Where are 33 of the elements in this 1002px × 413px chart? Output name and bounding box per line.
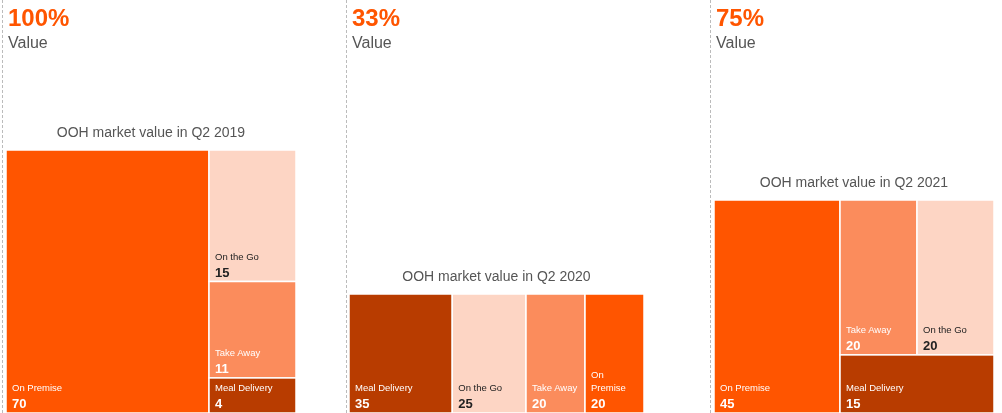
- text: OOH market value in Q2 2021: [758, 174, 950, 190]
- data-label: 15: [846, 396, 861, 411]
- category-label: On Premise: [591, 369, 626, 393]
- text: Value: [716, 34, 756, 52]
- text: Value: [8, 34, 48, 52]
- data-label: 11: [215, 360, 229, 376]
- category-label: Meal Delivery: [846, 382, 904, 393]
- category-label: On Premise: [12, 382, 63, 393]
- category-label: Meal Delivery: [355, 382, 413, 393]
- data-label: 45: [720, 396, 735, 411]
- data-label: 15: [215, 264, 230, 280]
- data-label: 4: [215, 396, 223, 411]
- data-label: 70: [12, 396, 27, 411]
- category-label: Meal Delivery: [215, 382, 273, 393]
- data-label: 20: [591, 396, 606, 411]
- text: 100%: [8, 4, 70, 32]
- data-label: 20: [923, 337, 938, 353]
- data-label: 20: [532, 396, 547, 411]
- category-label: On the Go: [923, 323, 967, 335]
- category-label: Take Away: [846, 323, 892, 335]
- data-label: 25: [458, 396, 473, 411]
- category-label: Take Away: [215, 346, 261, 358]
- category-label: Take Away: [532, 382, 578, 393]
- text: OOH market value in Q2 2020: [401, 268, 592, 284]
- text: Value: [352, 34, 392, 52]
- text: 33%: [352, 4, 401, 32]
- data-label: 35: [355, 396, 370, 411]
- text: 75%: [716, 4, 765, 32]
- text: OOH market value in Q2 2019: [55, 124, 247, 140]
- category-label: On the Go: [215, 250, 259, 262]
- category-label: On the Go: [458, 382, 503, 393]
- data-label: 20: [846, 337, 861, 353]
- category-label: On Premise: [720, 382, 771, 393]
